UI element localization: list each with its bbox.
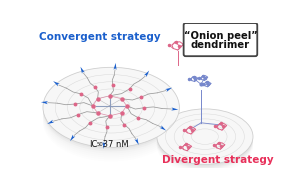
Text: dendrimer: dendrimer — [191, 40, 250, 50]
Ellipse shape — [43, 69, 179, 149]
Polygon shape — [103, 142, 106, 149]
Ellipse shape — [43, 67, 179, 147]
Ellipse shape — [157, 115, 253, 171]
Ellipse shape — [43, 67, 179, 147]
Polygon shape — [134, 138, 139, 145]
Polygon shape — [160, 125, 166, 131]
Polygon shape — [144, 70, 149, 77]
Ellipse shape — [43, 81, 179, 161]
Ellipse shape — [43, 73, 179, 153]
Ellipse shape — [157, 112, 253, 167]
Ellipse shape — [157, 110, 253, 166]
Ellipse shape — [157, 109, 253, 164]
Text: IC: IC — [89, 140, 97, 149]
Polygon shape — [53, 81, 60, 86]
Polygon shape — [41, 101, 48, 104]
Polygon shape — [80, 67, 85, 74]
Ellipse shape — [157, 118, 253, 174]
Ellipse shape — [157, 113, 253, 168]
Polygon shape — [113, 63, 117, 70]
Ellipse shape — [43, 71, 179, 151]
Ellipse shape — [43, 77, 179, 157]
Polygon shape — [70, 135, 75, 141]
Text: 50: 50 — [97, 142, 104, 147]
Polygon shape — [47, 120, 54, 124]
Ellipse shape — [157, 109, 253, 164]
Text: 37 nM: 37 nM — [100, 140, 129, 149]
Text: “Onion peel”: “Onion peel” — [183, 31, 257, 41]
Ellipse shape — [43, 75, 179, 155]
Polygon shape — [165, 88, 172, 92]
Ellipse shape — [157, 114, 253, 170]
Ellipse shape — [43, 79, 179, 159]
Text: Convergent strategy: Convergent strategy — [39, 32, 161, 42]
Text: Divergent strategy: Divergent strategy — [162, 155, 273, 165]
FancyBboxPatch shape — [184, 23, 257, 56]
Ellipse shape — [157, 117, 253, 172]
Polygon shape — [171, 108, 178, 111]
